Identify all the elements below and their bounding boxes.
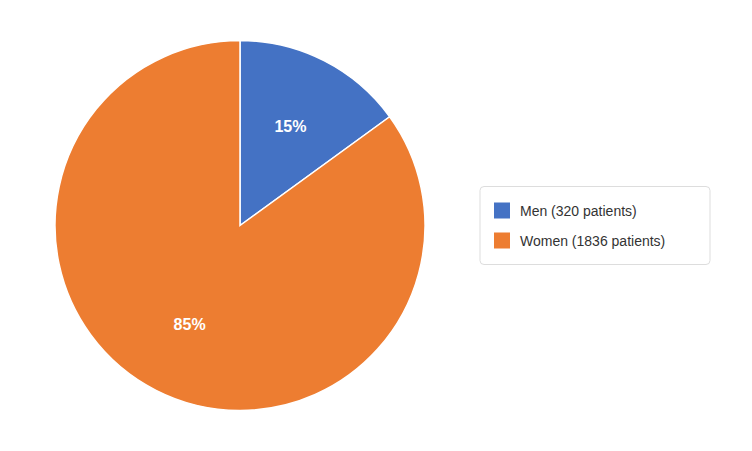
legend-label: Men (320 patients) [520, 203, 637, 219]
legend-label: Women (1836 patients) [520, 233, 665, 249]
chart-svg: 15% 85% Men (320 patients) Women (1836 pati… [0, 0, 752, 451]
legend-swatch [494, 233, 510, 249]
chart-container: 15% 85% Men (320 patients) Women (1836 pati… [0, 0, 752, 451]
legend-swatch [494, 203, 510, 219]
pie-slice [55, 41, 425, 411]
legend: Men (320 patients) Women (1836 patients) [480, 187, 710, 265]
slices [55, 41, 425, 411]
data-labels: 15% 85% [174, 118, 307, 333]
data-label: 85% [174, 316, 206, 333]
legend-box [480, 187, 710, 265]
data-label: 15% [274, 118, 306, 135]
